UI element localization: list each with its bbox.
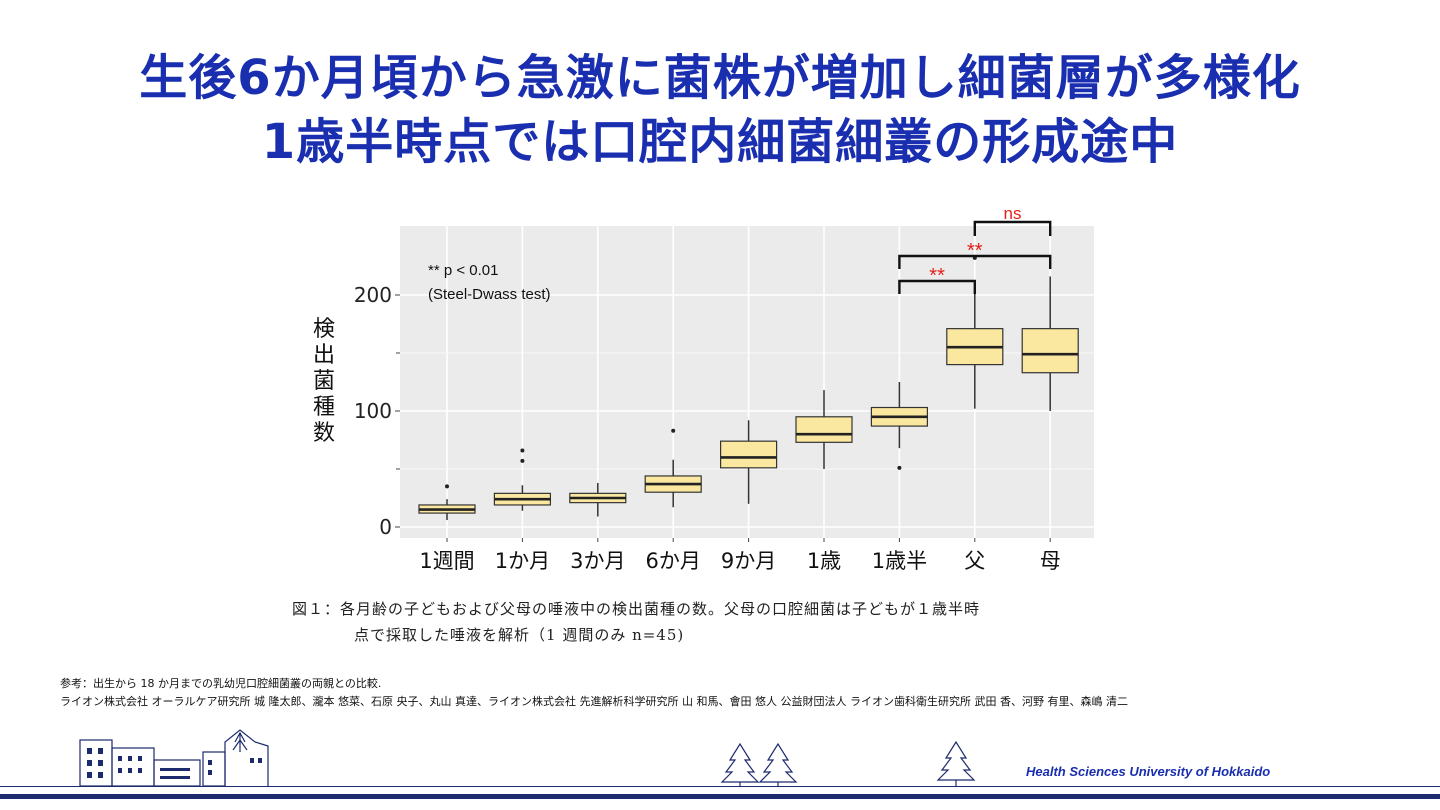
x-tick-label: 3か月 bbox=[570, 549, 625, 573]
y-axis-label-char: 出 bbox=[313, 343, 335, 368]
x-tick-label: 1歳 bbox=[807, 549, 841, 573]
significance-label: ** bbox=[929, 265, 945, 287]
y-axis-label-char: 種 bbox=[313, 395, 335, 420]
significance-bracket bbox=[898, 254, 1052, 269]
box-outlier bbox=[520, 458, 525, 463]
significance-bracket bbox=[898, 279, 976, 294]
box-iqr bbox=[1021, 328, 1079, 374]
significance-label: ** bbox=[967, 240, 983, 262]
figure-caption-line1: 図１：各月齢の子どもおよび父母の唾液中の検出菌種の数。父母の口腔細菌は子どもが１… bbox=[292, 600, 981, 618]
x-tick-label: 1か月 bbox=[495, 549, 550, 573]
box-iqr bbox=[719, 440, 778, 469]
x-tick-label: 9か月 bbox=[721, 549, 776, 573]
significance-bracket bbox=[973, 220, 1052, 236]
y-tick-label: 100 bbox=[354, 399, 392, 423]
x-tick-label: 父 bbox=[964, 549, 985, 573]
reference-line1: 参考：出生から 18 か月までの乳幼児口腔細菌叢の両親との比較. bbox=[60, 677, 382, 690]
reference-line2: ライオン株式会社 オーラルケア研究所 城 隆太郎、瀧本 悠菜、石原 央子、丸山 … bbox=[60, 695, 1128, 708]
box-iqr bbox=[795, 416, 853, 443]
x-tick-label: 母 bbox=[1040, 549, 1061, 573]
box-outlier bbox=[897, 465, 902, 470]
significance-label: ns bbox=[1004, 204, 1022, 223]
figure-caption-line2: 点で採取した唾液を解析（1 週間のみ n=45) bbox=[354, 626, 685, 644]
box-outlier bbox=[520, 448, 525, 453]
y-tick-label: 200 bbox=[354, 283, 392, 307]
y-axis-label-char: 菌 bbox=[313, 369, 335, 394]
plot-panel bbox=[400, 226, 1094, 538]
box-outlier bbox=[671, 428, 676, 433]
slide-title-line1: 生後6か月頃から急激に菌株が増加し細菌層が多様化 bbox=[139, 50, 1301, 106]
x-tick-label: 6か月 bbox=[646, 549, 701, 573]
university-name: Health Sciences University of Hokkaido bbox=[1026, 764, 1271, 779]
footer-bar bbox=[0, 794, 1440, 799]
footer-rule bbox=[0, 786, 1440, 787]
y-axis-label-char: 数 bbox=[313, 421, 335, 446]
y-tick-label: 0 bbox=[379, 515, 392, 539]
annotation-pvalue: ** p < 0.01 bbox=[428, 262, 498, 279]
annotation-test: (Steel-Dwass test) bbox=[428, 286, 551, 303]
slide-title-line2: 1歳半時点では口腔内細菌細叢の形成途中 bbox=[261, 114, 1179, 170]
x-tick-label: 1週間 bbox=[419, 549, 474, 573]
box-outlier bbox=[445, 484, 449, 489]
y-axis-label-char: 検 bbox=[313, 317, 335, 342]
x-tick-label: 1歳半 bbox=[872, 549, 927, 573]
